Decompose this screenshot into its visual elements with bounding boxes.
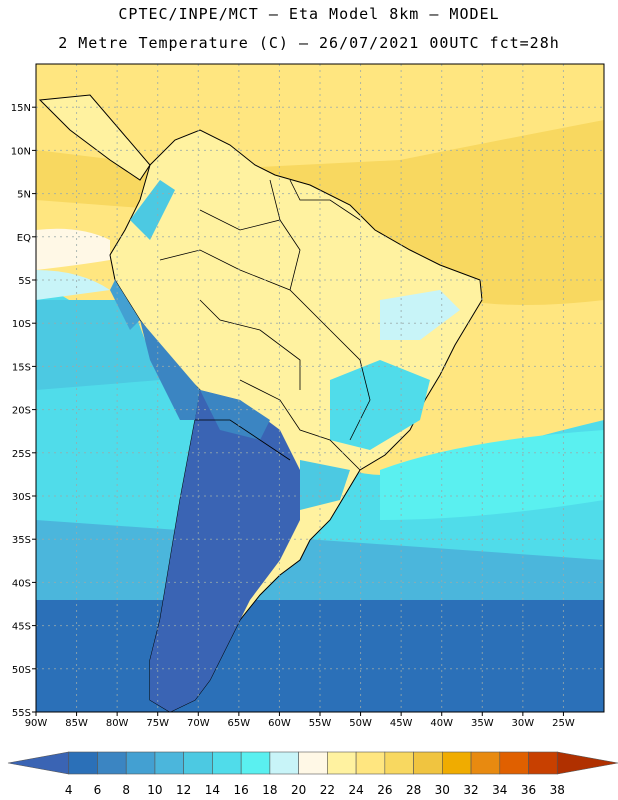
colorbar-arrow-low (7, 751, 70, 775)
x-tick-label: 90W (25, 718, 48, 729)
y-tick-label: 10S (12, 319, 31, 330)
colorbar-swatch (327, 751, 357, 775)
colorbar: 4 6 8 10 12 14 16 18 20 22 24 26 28 30 32 34 36 38 (7, 751, 618, 797)
colorbar-label: 14 (205, 783, 220, 797)
colorbar-swatch (298, 751, 328, 775)
y-tick-label: 40S (12, 578, 31, 589)
temperature-field (36, 64, 604, 712)
colorbar-label: 20 (291, 783, 306, 797)
x-tick-label: 60W (268, 718, 291, 729)
colorbar-label: 6 (94, 783, 102, 797)
chart-title-line1: CPTEC/INPE/MCT – Eta Model 8km – MODEL (118, 5, 500, 23)
colorbar-swatch (442, 751, 472, 775)
x-tick-label: 80W (106, 718, 129, 729)
colorbar-swatch (183, 751, 213, 775)
y-tick-label: 15N (11, 103, 31, 114)
colorbar-label: 28 (406, 783, 421, 797)
latitude-axis: 15N 10N 5N EQ 5S 10S 15S 20S 25S 30S 35S 40S 45S 50S 5… (11, 103, 36, 719)
chart-title-line2: 2 Metre Temperature (C) – 26/07/2021 00U… (58, 34, 560, 52)
colorbar-swatch (68, 751, 98, 775)
x-tick-label: 40W (430, 718, 453, 729)
y-tick-label: 20S (12, 406, 31, 417)
y-tick-label: 30S (12, 492, 31, 503)
x-tick-label: 30W (512, 718, 535, 729)
x-tick-label: 75W (146, 718, 169, 729)
y-tick-label: 35S (12, 535, 31, 546)
y-tick-label: 25S (12, 449, 31, 460)
colorbar-label: 10 (147, 783, 162, 797)
colorbar-swatch (154, 751, 184, 775)
y-tick-label: 5S (18, 276, 31, 287)
colorbar-label: 12 (176, 783, 191, 797)
y-tick-label: EQ (17, 233, 31, 244)
colorbar-arrow-high (556, 751, 618, 775)
colorbar-swatch (384, 751, 414, 775)
colorbar-swatch (413, 751, 443, 775)
colorbar-swatch (528, 751, 558, 775)
colorbar-swatch (240, 751, 271, 775)
colorbar-label: 38 (550, 783, 565, 797)
x-tick-label: 35W (471, 718, 494, 729)
y-tick-label: 50S (12, 665, 31, 676)
x-tick-label: 55W (309, 718, 332, 729)
colorbar-label: 16 (234, 783, 249, 797)
colorbar-swatch (212, 751, 242, 775)
colorbar-label: 36 (521, 783, 536, 797)
colorbar-label: 32 (463, 783, 478, 797)
gridlines (36, 64, 604, 712)
y-tick-label: 15S (12, 362, 31, 373)
country-borders (159, 179, 371, 471)
longitude-axis: 90W 85W 80W 75W 70W 65W 60W 55W 50W 45W 40W 35W 30W 2… (25, 712, 575, 729)
colorbar-label: 34 (492, 783, 507, 797)
colorbar-label: 24 (348, 783, 363, 797)
x-tick-label: 70W (187, 718, 210, 729)
x-tick-label: 25W (552, 718, 575, 729)
colorbar-label: 8 (122, 783, 130, 797)
colorbar-label: 26 (377, 783, 392, 797)
x-tick-label: 85W (65, 718, 88, 729)
colorbar-label: 4 (65, 783, 73, 797)
y-tick-label: 55S (12, 708, 31, 719)
colorbar-label: 18 (262, 783, 277, 797)
x-tick-label: 65W (228, 718, 251, 729)
x-tick-label: 45W (390, 718, 413, 729)
colorbar-swatch (499, 751, 529, 775)
y-tick-label: 5N (17, 190, 31, 201)
x-tick-label: 50W (349, 718, 372, 729)
colorbar-swatch (355, 751, 386, 775)
y-tick-label: 10N (11, 146, 31, 157)
colorbar-swatch (97, 751, 127, 775)
colorbar-swatch (125, 751, 156, 775)
colorbar-label: 30 (435, 783, 450, 797)
colorbar-swatch (269, 751, 299, 775)
y-tick-label: 45S (12, 622, 31, 633)
colorbar-swatch (470, 751, 501, 775)
colorbar-label: 22 (320, 783, 335, 797)
